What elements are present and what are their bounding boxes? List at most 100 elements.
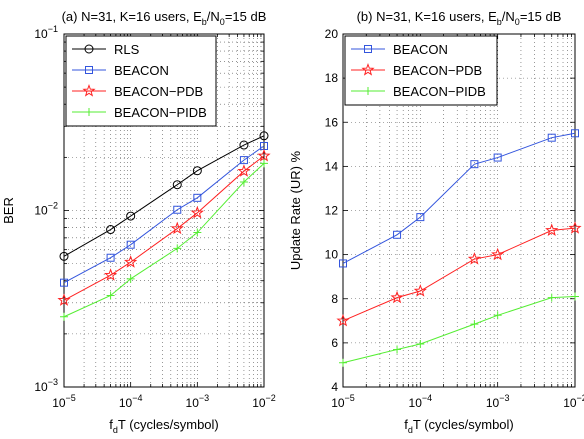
axes-frame [342, 33, 576, 388]
data-point [82, 84, 96, 97]
data-point [106, 291, 115, 300]
series-beacon-pdb [336, 221, 582, 327]
data-point [84, 44, 94, 54]
data-point [193, 228, 202, 237]
series-beacon-pidb [339, 292, 579, 367]
y-tick-label: 18 [325, 71, 339, 85]
data-point [416, 339, 425, 348]
data-point [190, 205, 204, 219]
y-axis-label: BER [1, 197, 16, 224]
x-axis-label: fdT (cycles/symbol) [404, 417, 514, 435]
legend-label: BEACON−PDB [393, 63, 482, 78]
series-beacon [60, 141, 268, 287]
series-beacon [339, 129, 579, 268]
data-point [571, 129, 579, 138]
data-point [493, 311, 502, 320]
data-point [239, 178, 248, 187]
data-point [126, 211, 136, 221]
series-line [63, 135, 265, 257]
data-point [85, 108, 93, 116]
legend: RLS BEACON BEACON−PDB BEACON−PIDB [65, 35, 217, 127]
y-tick-label: 14 [325, 159, 339, 173]
data-point [106, 253, 115, 262]
y-tick-label: 16 [325, 115, 339, 129]
series-line [342, 132, 576, 264]
chart-title: (b) N=31, K=16 users, Eb/N0=15 dB [357, 9, 562, 27]
data-point [259, 131, 269, 141]
legend-label: BEACON [114, 63, 169, 78]
x-tick-label: 10−5 [52, 393, 76, 410]
legend-label: BEACON−PDB [114, 84, 203, 99]
legend-label: BEACON−PIDB [114, 105, 207, 120]
legend-label: RLS [114, 42, 140, 57]
data-point [173, 205, 182, 214]
data-point [336, 313, 350, 327]
data-point [571, 292, 579, 301]
data-point [364, 87, 372, 95]
y-tick-label: 6 [331, 336, 338, 350]
data-point [393, 345, 402, 354]
data-point [172, 180, 182, 190]
series-line [342, 227, 576, 322]
data-point [60, 278, 68, 287]
y-tick-label: 12 [325, 204, 339, 218]
data-point [413, 284, 427, 297]
chart-panel-b: 10−5 10−4 10−3 10−2 4 6 8 10 12 14 16 18 20 (b) N=31,… [288, 9, 584, 435]
y-axis-label: Update Rate (UR) % [288, 150, 303, 270]
data-point [547, 293, 556, 302]
legend-box [65, 35, 217, 127]
data-point [361, 63, 375, 76]
data-point [104, 268, 118, 281]
data-point [257, 148, 271, 162]
data-point [57, 293, 71, 306]
y-tick-label: 20 [325, 27, 339, 41]
data-point [470, 160, 479, 169]
data-point [568, 221, 582, 234]
legend: BEACON BEACON−PDB BEACON−PIDB [344, 35, 498, 106]
data-point [390, 290, 404, 304]
legend-label: BEACON−PIDB [393, 84, 486, 99]
data-point [59, 251, 69, 261]
x-tick-label: 10−5 [331, 393, 355, 410]
data-point [170, 221, 184, 235]
data-point [126, 274, 135, 283]
legend-label: BEACON [393, 42, 448, 57]
x-axis-label: fdT (cycles/symbol) [109, 417, 219, 435]
data-point [470, 320, 479, 329]
data-point [339, 358, 347, 367]
x-tick-label: 10−3 [186, 393, 210, 410]
data-point [60, 312, 68, 321]
series-beacon-pidb [60, 159, 268, 321]
y-tick-label: 10−2 [34, 201, 58, 218]
y-tick-label: 10−1 [34, 24, 58, 41]
x-tick-label: 10−4 [119, 393, 143, 410]
data-point [237, 164, 251, 177]
data-point [339, 259, 347, 268]
x-tick-label: 10−4 [409, 393, 433, 410]
axes-frame [63, 33, 265, 388]
series-line [63, 145, 265, 284]
data-point [260, 159, 268, 168]
y-tick-label: 4 [331, 380, 338, 394]
series-rls [59, 131, 269, 261]
data-point [545, 223, 559, 236]
data-point [493, 153, 502, 162]
data-point [193, 193, 202, 202]
data-point [85, 66, 93, 74]
series-line [63, 155, 265, 301]
data-point [106, 225, 116, 235]
data-point [364, 45, 372, 53]
data-point [491, 247, 505, 261]
data-point [416, 213, 425, 222]
x-tick-label: 10−2 [563, 393, 584, 410]
y-tick-label: 10−3 [34, 377, 58, 394]
chart-panel-a: 10−5 10−4 10−3 10−2 10−3 10−2 10−1(a) N=31, K=… [1, 9, 276, 435]
data-point [192, 166, 202, 176]
y-tick-label: 10 [325, 248, 339, 262]
data-point [239, 156, 248, 165]
data-point [126, 240, 135, 249]
data-point [393, 230, 402, 239]
y-tick-label: 8 [331, 292, 338, 306]
x-tick-label: 10−2 [252, 393, 276, 410]
